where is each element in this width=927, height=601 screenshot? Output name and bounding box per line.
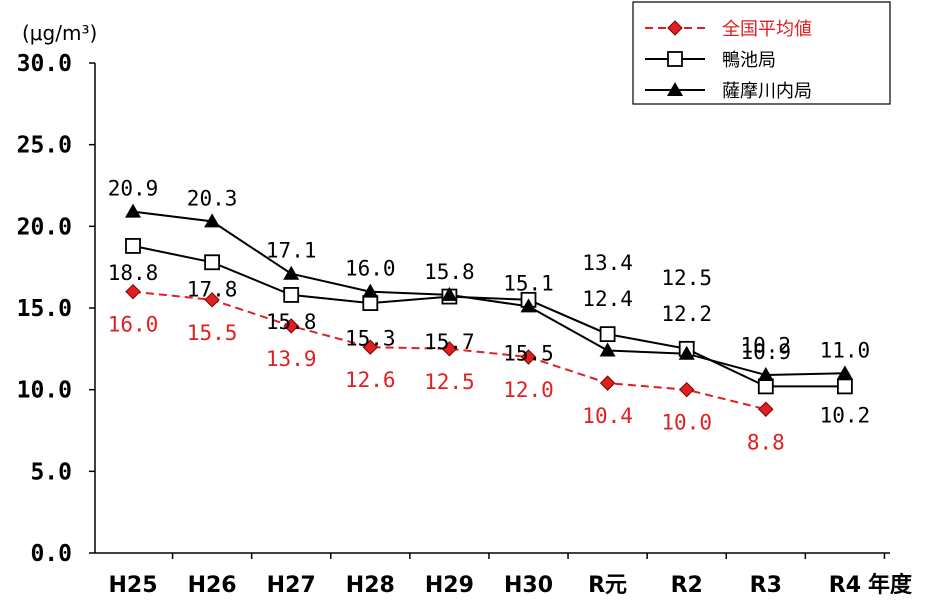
series-lines	[132, 210, 845, 411]
marker-s0-3	[362, 339, 379, 355]
marker-s1-8	[757, 378, 774, 395]
y-tick-label: 25.0	[17, 133, 72, 159]
y-axis-unit: (μg/m³)	[22, 21, 97, 45]
data-label-s1-6: 13.4	[582, 251, 633, 275]
x-tick-label: R2	[671, 573, 703, 598]
data-label-s2-3: 16.0	[345, 257, 396, 281]
data-label-s0-3: 12.6	[345, 368, 396, 392]
y-tick-label: 15.0	[17, 296, 72, 322]
marker-s2-8	[757, 366, 774, 381]
data-label-s0-4: 12.5	[424, 370, 475, 394]
data-label-s1-7: 12.5	[661, 266, 712, 290]
data-label-s0-5: 12.0	[503, 378, 554, 402]
data-label-s1-2: 15.8	[266, 310, 317, 334]
legend-label-2: 薩摩川内局	[722, 81, 812, 102]
data-label-s1-4: 15.7	[424, 330, 475, 354]
marker-s2-3	[362, 283, 379, 298]
marker-s0-2	[283, 318, 299, 334]
data-label-s2-4: 15.8	[424, 260, 475, 284]
x-tick-label: H27	[267, 573, 316, 598]
data-label-s1-9: 10.2	[820, 403, 871, 427]
marker-s2-0	[125, 203, 141, 218]
marker-s0-7	[678, 381, 695, 398]
x-tick-label: H29	[425, 573, 474, 598]
data-label-s1-8: 10.2	[741, 333, 792, 357]
x-tick-label: R元	[588, 573, 627, 598]
marker-s0-8	[758, 401, 774, 417]
marker-s0-1	[204, 292, 220, 308]
data-label-s2-6: 12.4	[582, 287, 633, 311]
series-line-2	[132, 210, 845, 377]
marker-s1-9	[837, 378, 853, 395]
marker-s1-0	[125, 238, 141, 254]
data-label-s2-1: 20.3	[187, 186, 238, 210]
data-label-s0-0: 16.0	[108, 313, 159, 337]
marker-s1-1	[204, 254, 221, 271]
data-label-s0-8: 8.8	[747, 430, 785, 454]
legend-label-1: 鴨池局	[722, 50, 776, 71]
marker-s2-5	[520, 298, 537, 313]
marker-s1-6	[599, 326, 616, 343]
data-labels: 16.0 15.5 13.9 12.6 12.5 12.0 10.4 10.0 8.8 18.8 1…	[108, 177, 870, 455]
data-label-s2-8: 10.9	[741, 340, 792, 364]
x-tick-label: R4	[829, 573, 861, 598]
legend-marker-0	[667, 20, 683, 36]
data-label-s2-0: 20.9	[108, 177, 159, 201]
y-tick-label: 30.0	[17, 51, 72, 77]
x-tick-label: H28	[346, 573, 395, 598]
legend-marker-2	[667, 82, 683, 96]
marker-s0-6	[599, 375, 616, 391]
data-label-s2-9: 11.0	[820, 338, 871, 362]
data-label-s1-0: 18.8	[108, 261, 159, 285]
x-tick-label: H25	[108, 573, 157, 598]
data-label-s0-7: 10.0	[661, 411, 712, 435]
y-tick-label: 5.0	[30, 459, 72, 485]
series-line-1	[132, 244, 845, 388]
x-tick-label: H30	[504, 573, 553, 598]
legend-marker-1	[667, 51, 683, 67]
marker-s1-2	[283, 287, 300, 303]
data-label-s1-3: 15.3	[345, 327, 396, 351]
data-label-s0-2: 13.9	[266, 347, 317, 371]
data-label-s0-6: 10.4	[582, 404, 633, 428]
axes: 0.0 5.0 10.0 15.0 20.0 25.0 30.0 H25 H26 H27 H28 H2…	[17, 21, 913, 598]
data-label-s1-5: 15.5	[503, 341, 554, 365]
y-tick-label: 10.0	[17, 378, 72, 404]
marker-s2-9	[836, 365, 853, 380]
marker-s2-7	[678, 345, 695, 360]
legend-label-0: 全国平均値	[722, 19, 812, 40]
data-label-s0-1: 15.5	[187, 321, 238, 345]
marker-s2-4	[441, 286, 458, 301]
series-line-0	[132, 290, 767, 411]
marker-s0-0	[125, 283, 141, 300]
marker-s0-5	[520, 349, 537, 365]
data-label-s2-5: 15.1	[503, 271, 554, 295]
x-tick-label: H26	[188, 573, 237, 598]
data-label-s2-7: 12.2	[661, 302, 712, 326]
y-tick-label: 20.0	[17, 214, 72, 240]
x-axis-label: 年度	[868, 572, 913, 598]
data-label-s1-1: 17.8	[187, 277, 238, 301]
marker-s0-4	[441, 341, 458, 357]
marker-s2-6	[599, 342, 616, 357]
marker-s1-3	[362, 295, 379, 312]
y-tick-label: 0.0	[30, 541, 72, 567]
x-tick-label: R3	[750, 573, 782, 598]
marker-s2-2	[283, 265, 300, 280]
marker-s2-1	[204, 213, 221, 228]
series-markers	[125, 203, 853, 417]
data-label-s2-2: 17.1	[266, 239, 317, 263]
